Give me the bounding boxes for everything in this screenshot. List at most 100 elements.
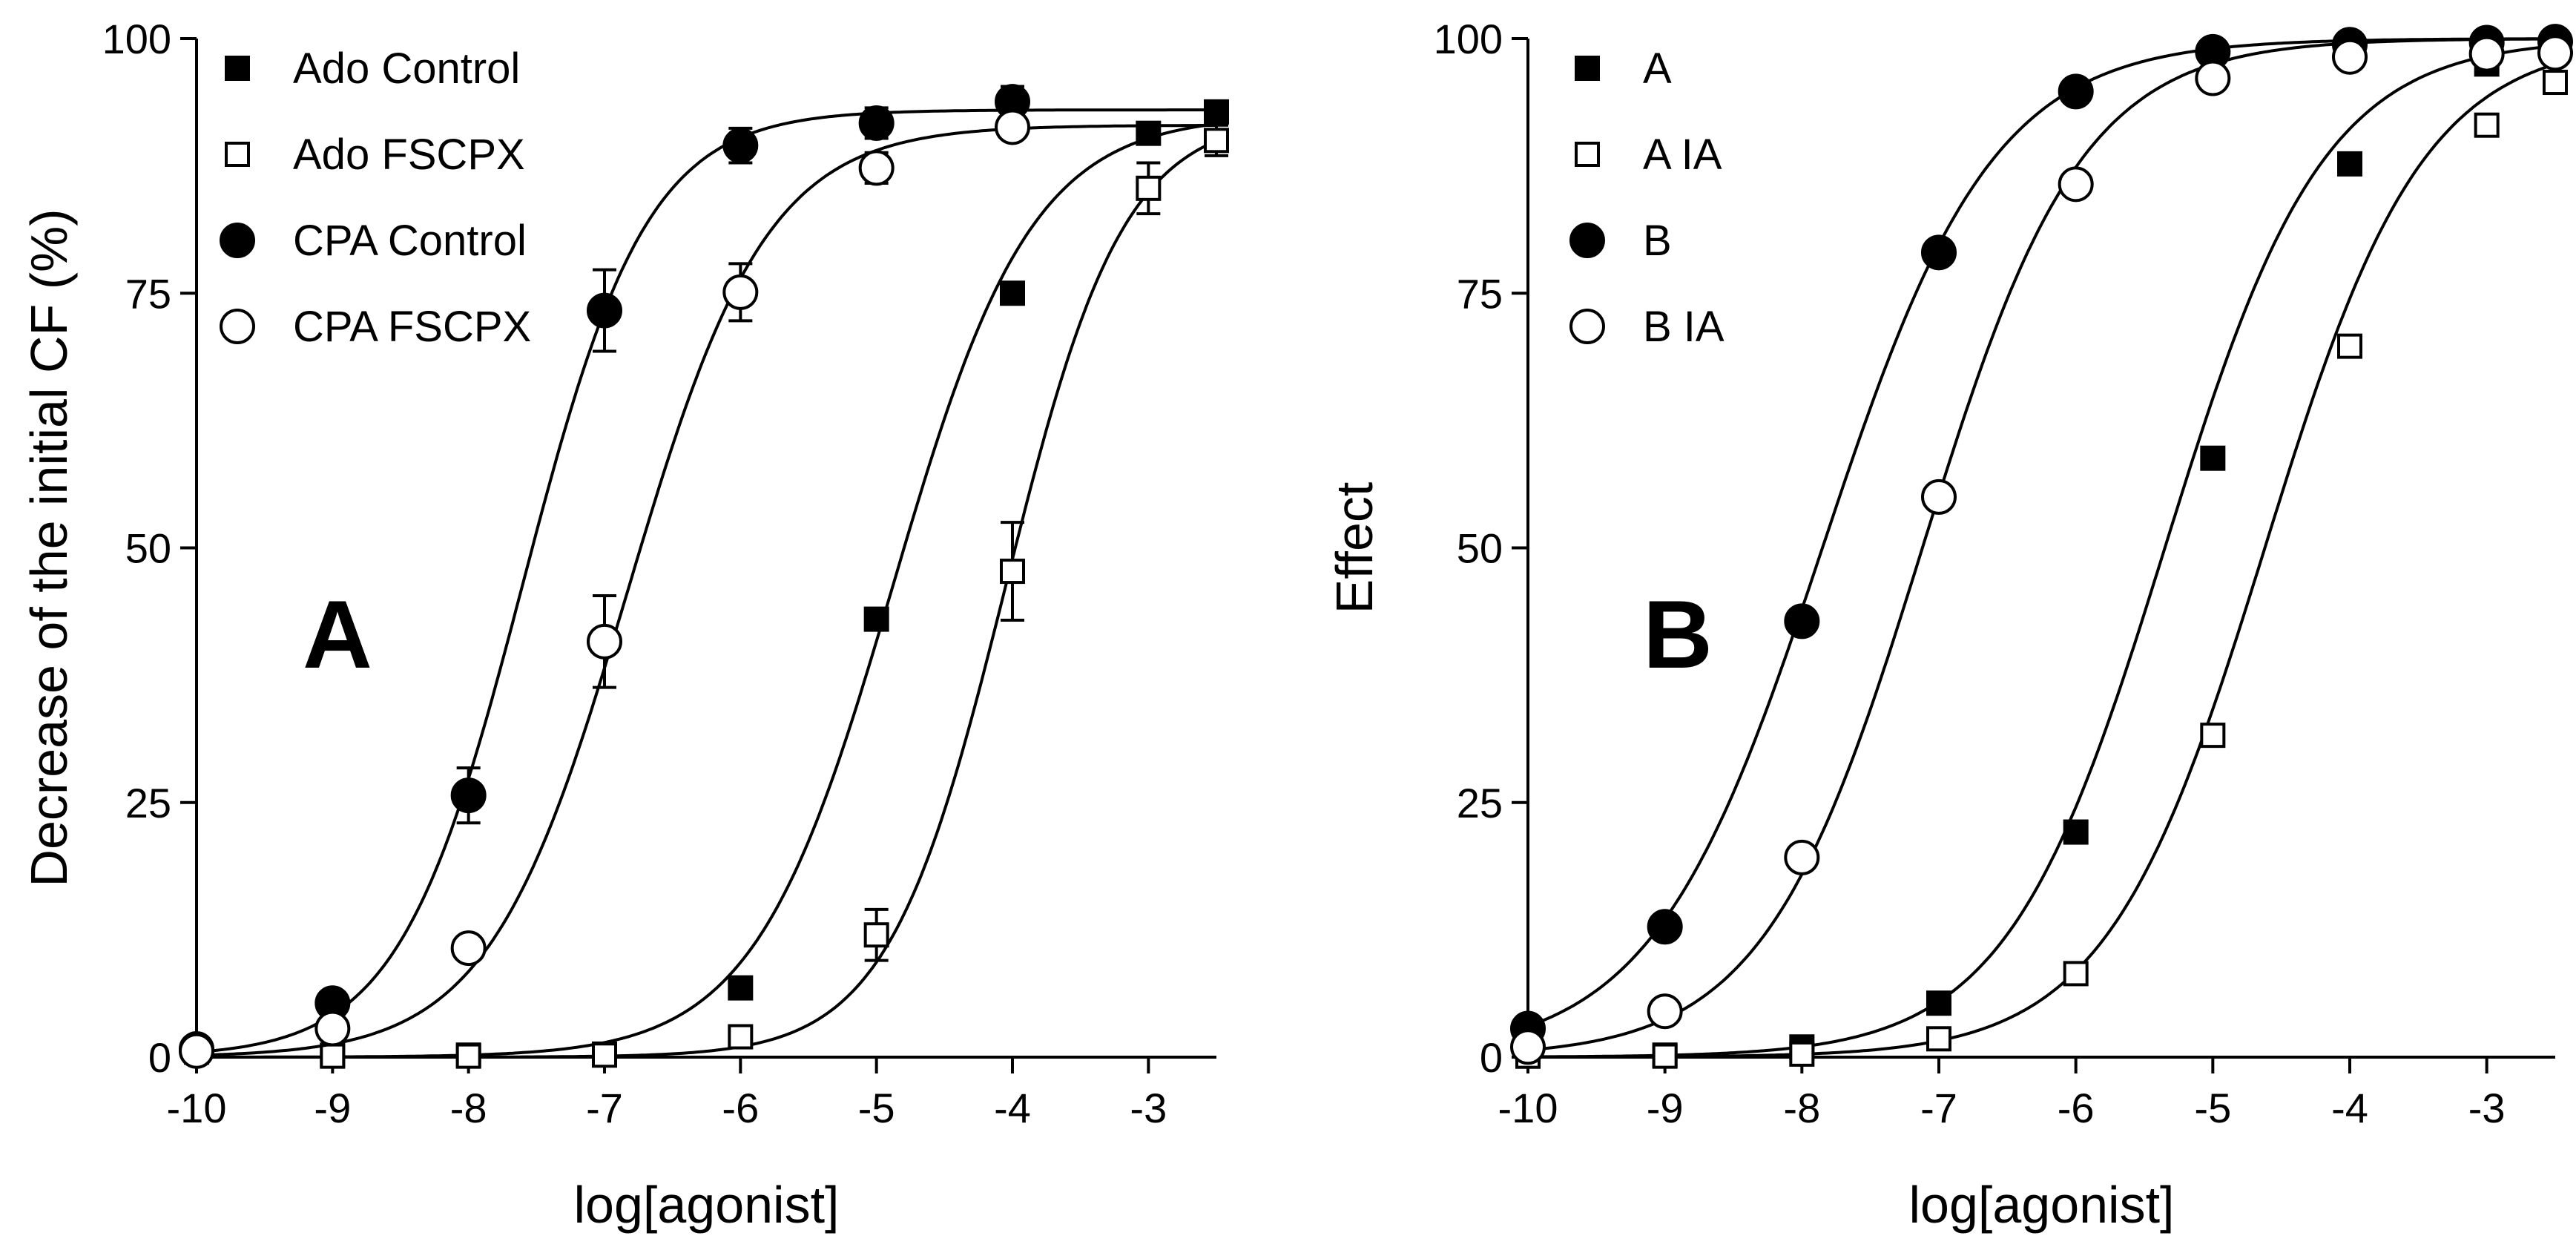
legend-label: B — [1643, 217, 1672, 265]
y-tick-label: 50 — [125, 525, 171, 572]
data-point-circle — [995, 109, 1030, 145]
data-point-square — [1000, 559, 1025, 585]
fit-curve — [196, 108, 1216, 1054]
fit-curve — [1527, 37, 2556, 1028]
x-tick-label: -9 — [1647, 1085, 1684, 1131]
data-point-circle — [587, 292, 622, 329]
data-point-square — [1204, 99, 1229, 125]
data-point-square — [1204, 128, 1229, 154]
legend-label: A — [1643, 45, 1672, 93]
y-axis-title: Effect — [1325, 482, 1383, 614]
x-tick-label: -7 — [1920, 1085, 1957, 1131]
data-point-circle — [1647, 993, 1683, 1030]
x-tick-label: -5 — [858, 1085, 895, 1131]
data-point-circle — [2468, 36, 2505, 72]
data-point-circle — [450, 930, 487, 967]
panel-letter: B — [1643, 580, 1713, 688]
x-tick-label: -8 — [450, 1085, 487, 1131]
data-point-circle — [314, 1010, 351, 1047]
data-point-circle — [450, 777, 487, 814]
x-tick-label: -4 — [2331, 1085, 2368, 1131]
data-point-square — [592, 1042, 617, 1068]
legend-label: Ado Control — [293, 45, 520, 93]
data-point-circle — [2058, 73, 2094, 110]
y-tick-label: 50 — [1457, 525, 1503, 572]
data-point-square — [2063, 961, 2089, 987]
data-point-square — [1136, 175, 1162, 201]
legend-item: Ado Control — [225, 45, 520, 93]
data-point-square — [863, 922, 889, 948]
data-point-circle — [2058, 166, 2094, 203]
x-axis-title: log[agonist] — [573, 1176, 839, 1234]
legend-label: CPA FSCPX — [293, 303, 531, 351]
legend-marker-square — [225, 56, 250, 81]
legend-label: B IA — [1643, 303, 1725, 351]
panel-b: 0 25 50 75 100 -10 -9 -8 -7 -6 -5 -4 -3 log[agonist] E… — [1325, 16, 2573, 1234]
data-point-circle — [858, 150, 895, 186]
x-tick-label: -6 — [2058, 1085, 2095, 1131]
legend-label: CPA Control — [293, 217, 527, 265]
x-tick-label: -10 — [1498, 1085, 1558, 1131]
x-tick-label: -7 — [586, 1085, 623, 1131]
legend-marker-square — [225, 142, 250, 167]
data-point-circle — [1510, 1029, 1546, 1065]
fit-curve — [1528, 62, 2556, 1059]
data-point-square — [1926, 990, 1951, 1016]
data-point-square — [455, 1043, 481, 1069]
legend-marker-square — [1575, 142, 1600, 167]
y-tick-label: 25 — [125, 780, 171, 826]
series-b-ia — [1510, 35, 2573, 1065]
x-tick-label: -6 — [722, 1085, 759, 1131]
x-tick-label: -3 — [2468, 1085, 2506, 1131]
y-tick-label: 75 — [125, 270, 171, 317]
data-point-square — [2474, 112, 2500, 138]
series-cpa-fscpx — [179, 109, 1216, 1069]
y-tick-label: 25 — [1457, 780, 1503, 826]
data-point-square — [1926, 1026, 1951, 1052]
legend-marker-square — [1575, 56, 1600, 81]
x-axis-title: log[agonist] — [1908, 1176, 2174, 1234]
data-point-square — [2543, 70, 2568, 96]
data-point-circle — [1784, 603, 1820, 639]
y-tick-label: 0 — [148, 1034, 171, 1081]
data-point-square — [1789, 1041, 1815, 1067]
fit-curve — [196, 124, 1216, 1057]
data-point-square — [2063, 819, 2089, 845]
data-point-circle — [1921, 478, 1957, 515]
data-point-circle — [2537, 35, 2573, 71]
fit-curve — [1527, 37, 2555, 1052]
legend-item: Ado FSCPX — [225, 131, 525, 179]
data-point-circle — [1647, 909, 1683, 945]
y-tick-label: 75 — [1457, 270, 1503, 317]
data-point-circle — [2332, 39, 2368, 75]
legend-label: Ado FSCPX — [293, 131, 525, 179]
y-tick-label: 100 — [1434, 16, 1503, 62]
data-point-circle — [858, 105, 895, 141]
y-tick-label: 0 — [1480, 1034, 1503, 1081]
data-point-square — [2200, 445, 2226, 471]
data-point-circle — [1784, 839, 1820, 875]
x-tick-label: -3 — [1130, 1085, 1167, 1131]
y-axis-title: Decrease of the initial CF (%) — [20, 208, 78, 887]
data-point-square — [863, 606, 889, 632]
legend-marker-circle — [1569, 223, 1605, 258]
data-point-square — [320, 1043, 346, 1069]
fit-curve — [1527, 44, 2556, 1059]
data-point-circle — [722, 274, 759, 310]
data-point-square — [2200, 723, 2226, 749]
series-a-ia — [1515, 62, 2568, 1069]
legend-item: A — [1575, 45, 1672, 93]
legend-item: CPA Control — [220, 217, 527, 265]
data-point-circle — [179, 1033, 214, 1069]
legend-label: A IA — [1643, 131, 1722, 179]
data-point-square — [1000, 280, 1025, 306]
data-point-square — [728, 975, 754, 1001]
x-tick-label: -8 — [1783, 1085, 1820, 1131]
legend-item: B IA — [1569, 303, 1725, 351]
data-point-circle — [722, 128, 759, 164]
y-tick-label: 100 — [102, 16, 171, 62]
x-tick-label: -10 — [167, 1085, 227, 1131]
x-tick-label: -5 — [2194, 1085, 2231, 1131]
